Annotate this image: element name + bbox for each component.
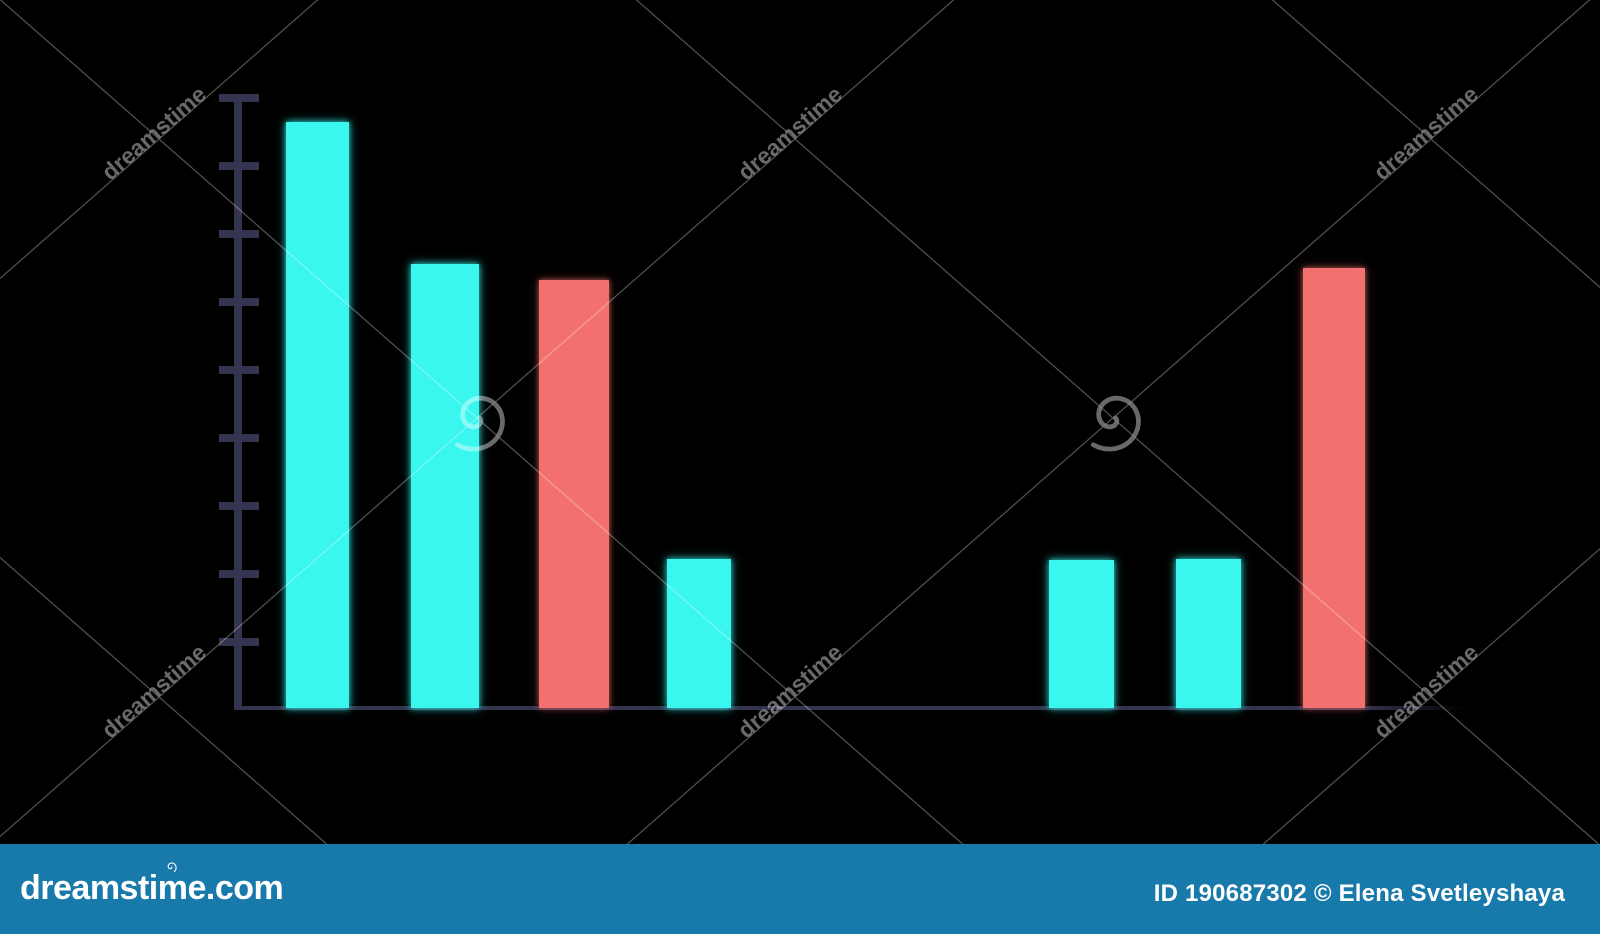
svg-text:dreamstime.com: dreamstime.com	[20, 869, 283, 907]
